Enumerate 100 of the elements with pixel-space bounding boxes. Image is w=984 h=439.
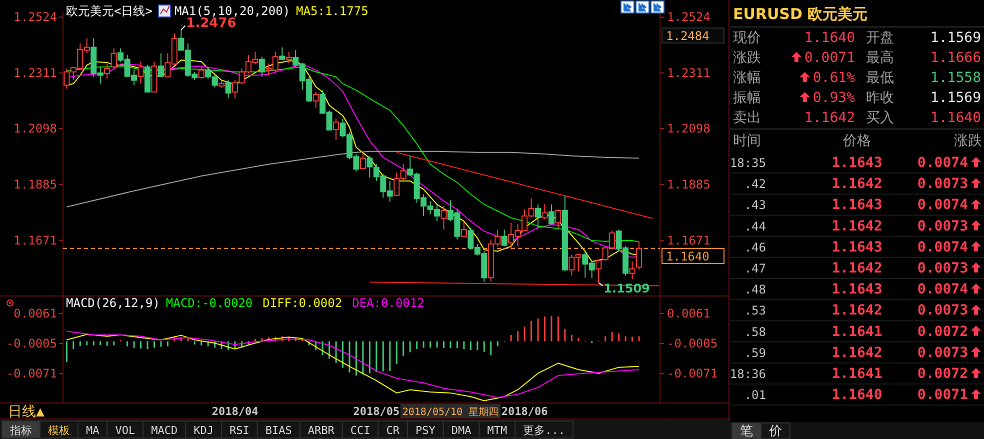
text: 日线▲ — [8, 404, 45, 420]
candlestick — [501, 229, 508, 247]
text: 1.1666 — [930, 50, 981, 66]
text: 模板 — [48, 424, 70, 437]
x-tick-label: 2018/04 — [212, 405, 259, 418]
text: 最低 — [866, 70, 894, 86]
text: MA5:1.1775 — [296, 4, 368, 18]
chart-subtitle: MA1(5,10,20,200) — [174, 4, 290, 18]
text: 1.1642 — [832, 176, 882, 192]
y-tick-label: 0.0061 — [14, 306, 57, 320]
text: .59 — [744, 346, 766, 360]
text: CR — [386, 424, 400, 437]
candlestick — [158, 52, 164, 78]
text: .44 — [744, 219, 766, 234]
text: 0.0074 — [917, 239, 968, 256]
text: 1.1643 — [832, 239, 882, 256]
text: 价 — [768, 424, 782, 439]
text: .01 — [744, 388, 766, 402]
text: 更多... — [523, 424, 565, 437]
text: 0.0072 — [917, 366, 968, 382]
text: 振幅 — [733, 90, 761, 106]
text: .43 — [744, 198, 766, 212]
candlestick — [225, 80, 232, 98]
text: 涨幅 — [733, 70, 761, 86]
text: 0.0074 — [917, 282, 968, 298]
text: .46 — [744, 240, 766, 254]
text: 1.1569 — [930, 90, 981, 106]
y2-tick-label: -0.0005 — [667, 336, 718, 351]
candlestick — [440, 206, 447, 230]
text: 1.1641 — [832, 324, 882, 340]
text: 指标 — [9, 424, 32, 437]
y2-tick-label: 1.2524 — [667, 10, 710, 24]
ref-line-label: 1.1640 — [662, 248, 724, 264]
text: VOL — [115, 424, 136, 437]
price-label-box: 1.2484 — [662, 28, 724, 44]
y-tick-label: 1.2098 — [14, 122, 57, 136]
text: 1.1558 — [930, 70, 981, 86]
text: 1.1569 — [930, 30, 981, 46]
text: 1.1641 — [832, 366, 882, 382]
y2-tick-label: 1.1885 — [667, 177, 710, 192]
text: 昨收 — [866, 90, 894, 106]
candlestick — [535, 204, 542, 228]
text: 1.1643 — [832, 155, 882, 171]
y2-tick-label: 1.2311 — [667, 66, 710, 80]
ref-line-label: 1.1640 — [666, 249, 710, 264]
annotation: 1.1509 — [604, 282, 650, 296]
y-tick-label: 1.2524 — [14, 10, 57, 24]
text: 价格 — [842, 133, 871, 149]
y-tick-label: -0.0071 — [6, 366, 57, 381]
text: DIFF:0.0002 — [262, 296, 342, 310]
text: BIAS — [265, 424, 292, 437]
text: 0.0071 — [917, 387, 968, 404]
y2-tick-label: 0.0061 — [667, 306, 710, 320]
candlestick — [258, 56, 265, 78]
text: 时间 — [733, 133, 761, 149]
candlestick — [548, 204, 554, 226]
text: .47 — [744, 262, 766, 276]
text: EURUSD 欧元美元 — [733, 5, 868, 23]
y-tick-label: 1.2311 — [14, 66, 57, 80]
candlestick — [198, 66, 204, 80]
text: 0.0073 — [917, 344, 968, 361]
text: 1.1643 — [832, 282, 882, 298]
candlestick — [138, 61, 144, 84]
candlestick — [460, 221, 467, 238]
text: 0.61% — [812, 70, 856, 86]
text: 18:35 — [730, 156, 766, 170]
annotation: 1.2476 — [186, 16, 236, 31]
candlestick — [110, 48, 117, 69]
text: 涨跌 — [954, 133, 982, 149]
text: 0.0073 — [917, 176, 968, 192]
text: DMA — [451, 424, 472, 437]
text: 涨跌 — [733, 50, 761, 66]
text: 1.1642 — [832, 260, 882, 276]
y-tick-label: -0.0005 — [6, 336, 57, 351]
text: 18:36 — [730, 367, 766, 381]
text: 0.0073 — [917, 260, 968, 276]
text: 0.0074 — [917, 155, 968, 171]
text: 1.1643 — [832, 197, 882, 214]
text: 1.1642 — [832, 344, 882, 361]
text: MTM — [487, 424, 508, 437]
line-series — [66, 150, 640, 208]
candlestick — [286, 51, 292, 64]
candlestick — [636, 241, 642, 270]
text: 0.0073 — [917, 218, 968, 234]
candlestick — [629, 260, 636, 280]
text: .42 — [744, 177, 766, 192]
text: RSI — [230, 424, 250, 437]
y2-tick-label: -0.0071 — [667, 366, 718, 381]
text: 1.1640 — [832, 387, 882, 404]
y2-tick-label: 1.1671 — [667, 233, 710, 248]
text: MACD — [151, 424, 178, 437]
y-tick-label: 1.1671 — [14, 233, 57, 248]
text: 最高 — [866, 50, 894, 66]
text: MA — [86, 424, 100, 437]
text: 1.1642 — [832, 218, 882, 234]
candlestick — [104, 63, 110, 80]
x-tick-label: 2018/06 — [501, 405, 548, 418]
candlestick — [360, 154, 366, 170]
text: 1.1642 — [832, 302, 882, 319]
text: 1.1640 — [804, 30, 855, 46]
